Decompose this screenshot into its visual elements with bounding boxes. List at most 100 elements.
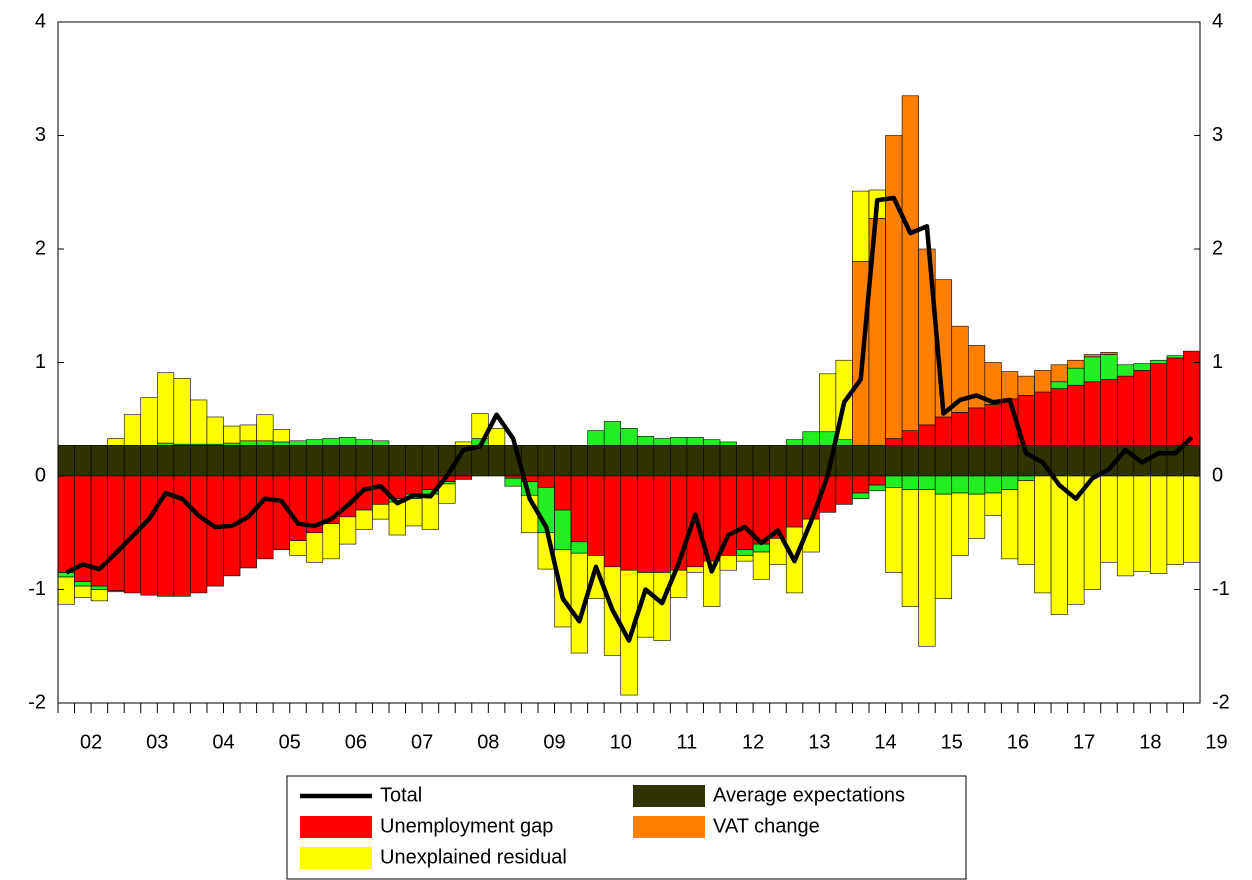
legend-label: Unexplained residual [380,846,567,868]
y2-tick-label: -1 [1212,578,1230,600]
bar-segment [322,438,340,446]
y2-tick-label: 2 [1212,237,1223,259]
bar-segment [206,416,224,445]
bar-segment [636,435,655,446]
bar-segment [140,475,158,596]
bar-segment [1083,445,1101,477]
bar-segment [438,445,456,477]
bar-segment [57,475,75,573]
bar-segment [554,475,572,511]
bar-segment [719,445,737,477]
bar-segment [305,532,324,563]
bar-segment [603,475,622,568]
bar-segment [256,414,274,442]
bar-segment [1083,356,1101,383]
bar-segment [372,440,390,446]
bar-segment [852,445,870,477]
bar-segment [256,445,274,477]
x-tick-label: 03 [146,731,168,753]
y2-tick-label: 3 [1212,124,1223,146]
bar-segment [537,475,555,488]
legend-box [286,775,967,880]
bar-segment [570,475,588,543]
bar-segment [918,424,936,446]
x-tick-label: 08 [477,731,499,753]
bar-segment [1183,445,1201,477]
bar-segment [1034,391,1052,446]
bar-segment [1150,359,1168,364]
bar-segment [835,475,853,505]
bar-segment [620,475,638,571]
bar-segment [305,445,324,477]
bar-segment [587,445,605,477]
bar-segment [173,445,191,477]
bar-segment [885,438,903,446]
bar-segment [173,475,191,597]
bar-segment [107,590,125,593]
bar-segment [570,445,588,477]
y-tick-label: -2 [28,691,46,713]
bar-segment [603,421,622,446]
bar-segment [603,445,622,477]
bar-segment [967,493,986,539]
bar-segment [934,416,953,446]
bar-segment [819,373,837,433]
bar-segment [1183,475,1201,563]
bar-segment [57,576,75,605]
bar-segment [74,581,92,587]
bar-segment [901,445,919,477]
x-tick-label: 06 [345,731,367,753]
bar-segment [256,440,274,446]
bar-segment [322,523,340,560]
bar-segment [901,430,919,446]
bar-segment [454,475,473,480]
x-tick-label: 16 [1007,731,1029,753]
bar-segment [1166,355,1184,359]
bar-segment [653,438,671,446]
bar-segment [752,445,770,477]
bar-segment [1150,445,1168,477]
bar-segment [1116,364,1135,377]
bar-segment [123,414,142,446]
bar-segment [719,555,737,571]
bar-segment [223,445,241,477]
bar-segment [223,425,241,444]
bar-segment [405,475,423,495]
bar-segment [1083,381,1101,446]
bar-segment [653,445,671,477]
bar-segment [1017,375,1035,396]
bar-segment [454,441,473,446]
bar-segment [636,475,655,573]
bar-segment [421,445,439,477]
bar-segment [885,487,903,573]
bar-segment [1116,375,1135,446]
bar-segment [74,445,92,477]
bar-segment [140,397,158,446]
bar-segment [190,399,208,445]
bar-segment [570,541,588,554]
bar-segment [339,516,357,545]
legend-swatch [300,816,372,838]
bar-segment [885,135,903,439]
bar-segment [190,445,208,477]
y-tick-label: 1 [35,351,46,373]
y2-tick-label: 4 [1212,10,1223,32]
bar-segment [1083,354,1101,358]
bar-segment [719,441,737,446]
bar-segment [587,475,605,556]
bar-segment [157,442,175,446]
y2-tick-label: -2 [1212,691,1230,713]
x-tick-label: 19 [1205,731,1227,753]
bar-segment [703,439,721,446]
bar-segment [421,493,439,530]
y-tick-label: 0 [35,464,46,486]
bar-segment [372,445,390,477]
bar-segment [1001,475,1019,490]
bar-segment [239,440,257,446]
bar-segment [355,439,373,446]
bar-segment [1067,445,1085,477]
bar-segment [852,475,870,494]
x-tick-label: 05 [279,731,301,753]
bar-segment [901,475,919,490]
